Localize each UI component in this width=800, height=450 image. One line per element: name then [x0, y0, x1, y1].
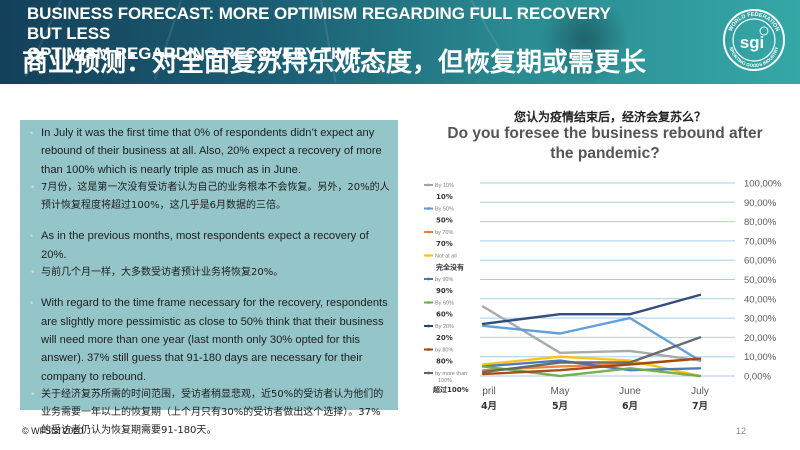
bullet-time-frame-zh: 关于经济复苏所需的时间范围，受访者稍显悲观，近50%的受访者认为他们的业务需要一… [28, 386, 390, 441]
bullet-july-first-time-zh: 7月份，这是第一次没有受访者认为自己的业务根本不会恢复。另外，20%的人预计恢复… [28, 179, 390, 216]
x-tick-label: July [691, 386, 709, 397]
legend-label-zh: 20% [436, 334, 453, 342]
legend-marker [427, 254, 430, 257]
y-tick-label: 10,00% [744, 352, 777, 363]
chart-legend: By 10% 10% By 50% 50% by 70% 70% Not at all 完全没… [424, 183, 469, 394]
series-line [481, 293, 702, 326]
legend-label-zh: 10% [436, 193, 453, 201]
y-tick-label: 0,00% [744, 372, 771, 383]
legend-marker [427, 277, 430, 281]
chart-series [481, 293, 702, 378]
page-number: 12 [736, 426, 747, 436]
globe-icon [759, 26, 769, 36]
series-line [481, 336, 702, 374]
legend-label-zh: 80% [436, 358, 453, 366]
runner-silhouette [540, 8, 630, 84]
x-tick-label-zh: 6月 [622, 401, 638, 412]
logo-center-text: sgi [740, 33, 765, 52]
bullet-july-first-time-en: In July it was the first time that 0% of… [28, 124, 390, 179]
legend-label: By 20% [435, 324, 454, 330]
y-tick-label: 90,00% [744, 198, 777, 209]
x-tick-label: pril [482, 386, 495, 397]
x-axis-ticks: pril 4月 May 5月 June 6月 July 7月 [481, 386, 709, 412]
y-tick-label: 30,00% [744, 314, 777, 325]
chart-grid [480, 182, 735, 377]
y-tick-label: 100,00% [744, 179, 782, 190]
y-tick-label: 50,00% [744, 275, 777, 286]
legend-label-zh: 完全没有 [436, 263, 464, 272]
legend-label: by 90% [435, 277, 453, 283]
title-line-1: BUSINESS FORECAST: MORE OPTIMISM REGARDI… [27, 4, 611, 43]
legend-label: 100% [438, 378, 452, 384]
x-tick-label: May [551, 386, 570, 397]
legend-marker [427, 207, 430, 210]
sgi-logo-icon: WORLD FEDERATION SPORTING GOODS INDUSTRY… [723, 9, 785, 71]
summary-text-panel: In July it was the first time that 0% of… [20, 120, 398, 436]
legend-marker [427, 230, 430, 234]
bullet-time-frame-en: With regard to the time frame necessary … [28, 294, 390, 385]
x-tick-label: June [619, 386, 641, 397]
legend-label-zh: 90% [436, 287, 453, 295]
legend-label-zh: 60% [436, 311, 453, 319]
title-line-2: OPTIMISM REGARDING RECOVERY TIME [27, 44, 361, 63]
page-title-zh: 商业预测：对全面复苏持乐观态度，但恢复期或需更长 [22, 48, 647, 78]
legend-marker [427, 183, 430, 187]
y-tick-label: 70,00% [744, 236, 777, 247]
series-line [481, 316, 702, 362]
series-line [481, 357, 702, 376]
header-banner: BUSINESS FORECAST: MORE OPTIMISM REGARDI… [0, 0, 800, 84]
legend-label-zh: 超过100% [433, 385, 469, 394]
y-tick-label: 40,00% [744, 294, 777, 305]
y-tick-label: 60,00% [744, 256, 777, 267]
legend-label: by 80% [435, 348, 453, 354]
legend-marker [427, 301, 430, 304]
chart-title: Do you foresee the business rebound afte… [447, 125, 763, 162]
legend-marker [427, 371, 430, 375]
legend-label-zh: 70% [436, 240, 453, 248]
y-axis-ticks: 0,00% 10,00% 20,00% 30,00% 40,00% 50,00% 60,00… [744, 179, 782, 383]
y-tick-label: 20,00% [744, 333, 777, 344]
bullet-recovery-20-en: As in the previous months, most responde… [28, 227, 390, 264]
legend-label-zh: 50% [436, 217, 453, 225]
y-tick-label: 80,00% [744, 217, 777, 228]
legend-label: By 50% [435, 207, 454, 213]
legend-label: Not at all [435, 254, 457, 260]
bullet-recovery-20-zh: 与前几个月一样，大多数受访者预计业务将恢复20%。 [28, 264, 390, 283]
x-tick-label-zh: 4月 [481, 401, 497, 412]
legend-label: By 10% [435, 183, 454, 189]
footer-copyright: © WFSGI 2020 [22, 426, 84, 436]
legend-label: by 70% [435, 230, 453, 236]
legend-marker [427, 324, 430, 328]
legend-label: By 60% [435, 301, 454, 307]
series-line [481, 359, 702, 372]
x-tick-label-zh: 7月 [692, 401, 708, 412]
legend-label: by more than [435, 371, 467, 377]
page-title-en: BUSINESS FORECAST: MORE OPTIMISM REGARDI… [27, 4, 647, 64]
x-tick-label-zh: 5月 [552, 401, 568, 412]
legend-marker [427, 348, 430, 351]
chart-title-zh: 您认为疫情结束后，经济会复苏么？ [513, 110, 706, 124]
